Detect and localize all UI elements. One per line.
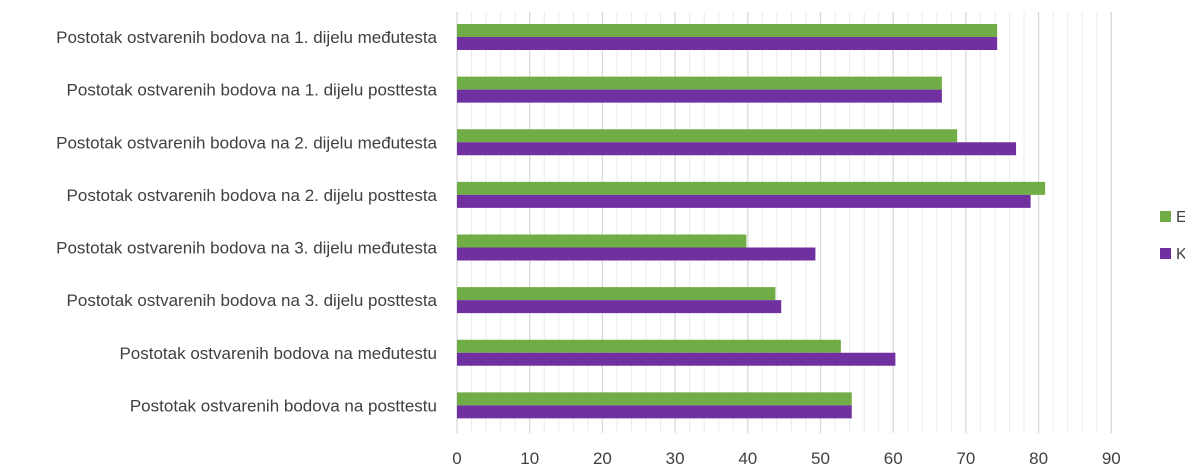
x-tick-label: 0	[452, 449, 461, 466]
x-tick-label: 20	[593, 449, 612, 466]
gridlines	[456, 12, 1112, 433]
category-label: Postotak ostvarenih bodova na 3. dijelu …	[67, 291, 438, 310]
category-labels: Postotak ostvarenih bodova na 1. dijelu …	[56, 28, 437, 415]
category-label: Postotak ostvarenih bodova na 2. dijelu …	[67, 186, 438, 205]
x-tick-label: 50	[811, 449, 830, 466]
category-label: Postotak ostvarenih bodova na 2. dijelu …	[56, 133, 437, 152]
bars	[457, 24, 1046, 419]
x-tick-label: 40	[738, 449, 757, 466]
x-tick-label: 60	[884, 449, 903, 466]
x-tick-label: 80	[1029, 449, 1048, 466]
category-label: Postotak ostvarenih bodova na 1. dijelu …	[67, 81, 438, 100]
x-tick-label: 70	[956, 449, 975, 466]
category-label: Postotak ostvarenih bodova na 1. dijelu …	[56, 28, 437, 47]
bar-k-1	[457, 37, 998, 50]
x-tick-label: 90	[1102, 449, 1121, 466]
bar-e-6	[457, 287, 776, 301]
legend-label-e: E	[1176, 209, 1185, 226]
bar-k-3	[457, 142, 1017, 156]
bar-k-6	[457, 300, 782, 314]
bar-k-7	[457, 352, 896, 366]
legend-swatch-e	[1160, 211, 1171, 222]
bar-e-4	[457, 181, 1046, 195]
bar-e-2	[457, 76, 942, 90]
legend-swatch-k	[1160, 248, 1171, 259]
bar-e-3	[457, 129, 958, 143]
x-tick-label: 10	[520, 449, 539, 466]
legend-label-k: K	[1176, 246, 1185, 263]
bar-e-5	[457, 234, 747, 248]
category-label: Postotak ostvarenih bodova na posttestu	[130, 396, 437, 415]
bar-k-5	[457, 247, 816, 261]
x-axis-ticks: 0 10 20 30 40 50 60 70 80 90	[452, 449, 1120, 466]
bar-e-8	[457, 392, 852, 406]
bar-k-8	[457, 405, 852, 419]
legend: EK	[1160, 209, 1185, 263]
bar-e-7	[457, 339, 841, 353]
category-label: Postotak ostvarenih bodova na međutestu	[119, 344, 437, 363]
bar-e-1	[457, 24, 998, 37]
bar-k-4	[457, 194, 1031, 208]
x-tick-label: 30	[666, 449, 685, 466]
bar-k-2	[457, 89, 942, 103]
category-label: Postotak ostvarenih bodova na 3. dijelu …	[56, 239, 437, 258]
